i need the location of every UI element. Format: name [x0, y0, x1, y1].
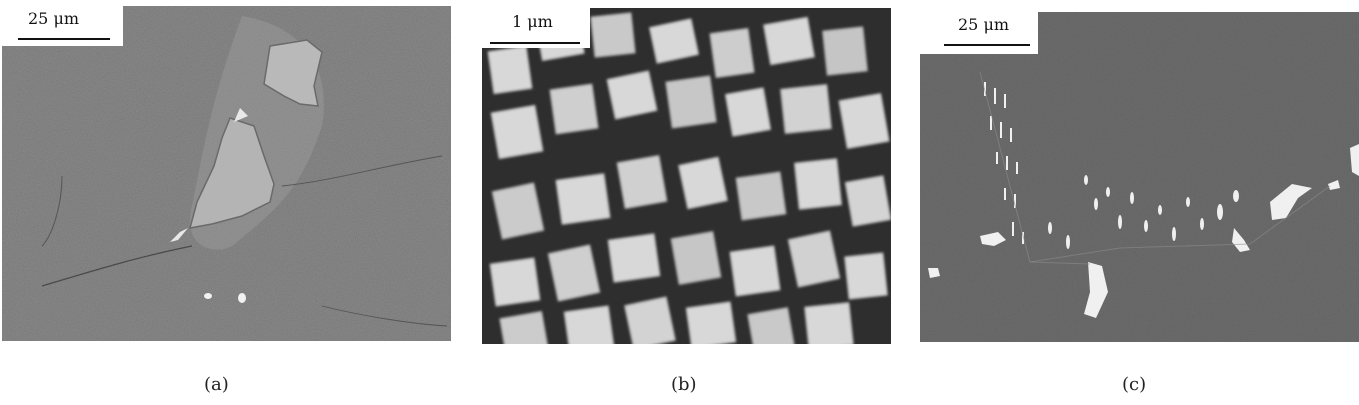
micrograph-b: [482, 8, 891, 344]
scale-line-b: [490, 42, 580, 44]
caption-b: (b): [671, 374, 697, 395]
figure-panel-a: 25 μm (a): [0, 0, 460, 405]
micrograph-c-image: [920, 12, 1359, 342]
scale-bar-a: 25 μm: [2, 6, 123, 46]
phase-particle: [263, 39, 323, 107]
micrograph-a: [2, 6, 451, 341]
phase-particle: [188, 117, 275, 229]
micrograph-c: [920, 12, 1359, 342]
scale-bar-b: 1 μm: [482, 8, 590, 48]
scale-bar-c: 25 μm: [920, 12, 1038, 54]
scale-label-a: 25 μm: [28, 9, 80, 28]
scale-label-c: 25 μm: [958, 15, 1010, 34]
micrograph-a-image: [2, 6, 451, 341]
scale-line-c: [944, 44, 1030, 46]
figure-panel-c: 25 μm (c): [910, 0, 1359, 405]
scale-line-a: [18, 38, 110, 40]
caption-a: (a): [204, 374, 229, 395]
figure-panel-b: 1 μm (b): [470, 0, 900, 405]
caption-c: (c): [1122, 374, 1147, 395]
scale-label-b: 1 μm: [512, 12, 553, 31]
micrograph-b-image: [482, 8, 891, 344]
